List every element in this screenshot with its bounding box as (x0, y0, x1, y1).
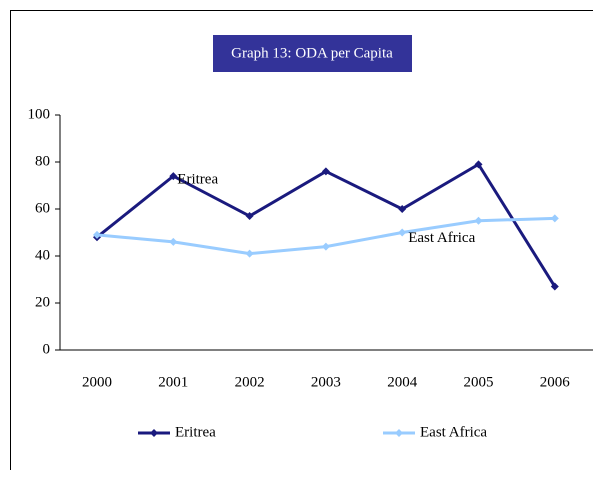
x-tick-label: 2002 (235, 374, 265, 390)
series-line (96, 162, 557, 288)
y-tick-label: 0 (43, 341, 51, 357)
y-tick-label: 20 (35, 294, 50, 310)
point-marker (321, 242, 330, 251)
point-marker (398, 205, 407, 213)
legend-marker (395, 429, 403, 437)
point-marker (474, 216, 483, 225)
annotation: East Africa (408, 230, 475, 246)
point-marker (245, 212, 254, 221)
x-tick-label: 2001 (158, 374, 188, 390)
x-tick-label: 2005 (464, 374, 494, 390)
annotation: Eritrea (177, 172, 218, 188)
y-tick-label: 60 (35, 200, 50, 216)
title-box (213, 35, 412, 72)
x-tick-label: 2003 (311, 374, 341, 390)
y-tick-label: 80 (35, 153, 50, 169)
point-marker (245, 249, 254, 258)
y-tick-label: 100 (28, 106, 51, 122)
legend-label: Eritrea (175, 424, 216, 440)
x-tick-label: 2000 (82, 374, 112, 390)
point-marker (169, 172, 178, 181)
y-tick-label: 40 (35, 247, 50, 263)
point-marker (550, 282, 559, 291)
point-marker (93, 230, 101, 239)
point-marker (474, 160, 483, 169)
point-marker (169, 237, 178, 246)
legend-label: East Africa (420, 424, 487, 440)
chart-title: Graph 13: ODA per Capita (231, 45, 393, 61)
x-tick-label: 2004 (387, 374, 418, 390)
point-marker (398, 228, 407, 237)
point-marker (321, 167, 330, 176)
point-marker (550, 214, 559, 223)
legend-marker (150, 429, 158, 437)
x-tick-label: 2006 (540, 374, 571, 390)
